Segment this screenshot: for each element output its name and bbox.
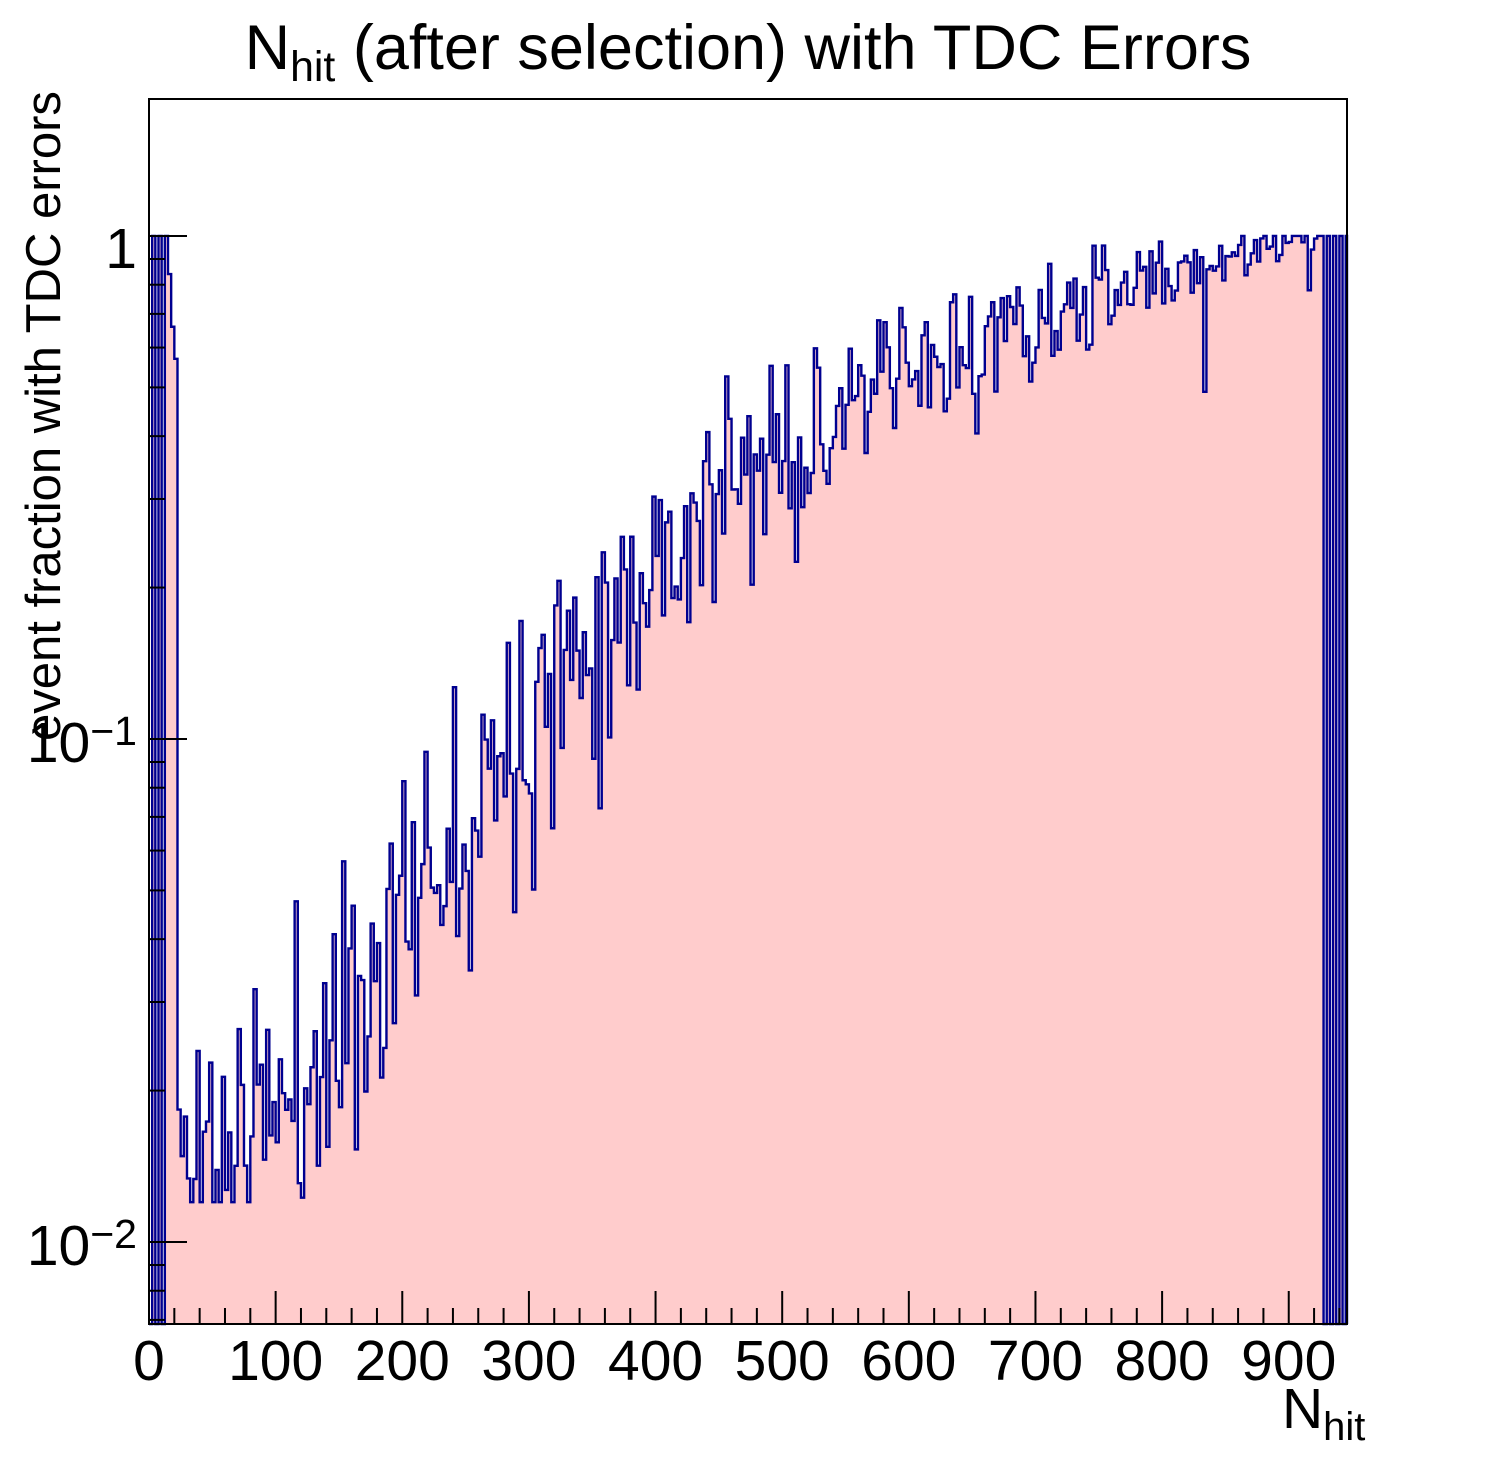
page-title: Nhit (after selection) with TDC Errors: [245, 12, 1252, 92]
x-tick-label: 0: [133, 1329, 165, 1393]
x-axis-title-subscript: hit: [1323, 1404, 1366, 1449]
y-tick-label-1e-2-exp: −2: [90, 1211, 137, 1257]
x-tick-label: 500: [734, 1329, 830, 1393]
y-tick-label-1e-2: 10−2: [17, 1203, 137, 1277]
x-axis-title: Nhit: [1282, 1376, 1365, 1450]
y-axis-title: event fraction with TDC errors: [17, 91, 71, 741]
x-tick-label: 900: [1241, 1329, 1337, 1393]
x-tick-label: 300: [481, 1329, 577, 1393]
y-tick-label-1e-2-base: 10: [26, 1214, 91, 1279]
plot-frame: [148, 98, 1348, 1325]
y-tick-label-1: 1: [37, 206, 137, 280]
y-tick-label-1-base: 1: [105, 217, 137, 282]
x-tick-label: 600: [861, 1329, 957, 1393]
title-rest: (after selection) with TDC Errors: [335, 13, 1252, 83]
x-axis-title-prefix: N: [1282, 1377, 1324, 1441]
histogram-path: [149, 234, 1349, 1326]
x-tick-label: 700: [987, 1329, 1084, 1393]
y-tick-label-1e-1: 10−1: [17, 700, 137, 774]
x-tick-label: 100: [228, 1329, 324, 1393]
x-tick-label: 400: [607, 1329, 704, 1393]
title-subscript: hit: [290, 42, 336, 91]
x-tick-label: 200: [354, 1329, 450, 1393]
y-tick-label-1e-1-base: 10: [26, 711, 91, 776]
y-tick-label-1e-1-exp: −1: [90, 708, 137, 754]
x-tick-label: 800: [1114, 1329, 1210, 1393]
title-prefix: N: [244, 13, 291, 83]
